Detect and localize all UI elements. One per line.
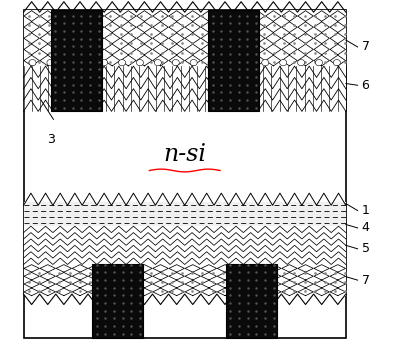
Text: n-si: n-si [163,143,206,166]
Bar [24,226,346,264]
Circle shape [101,60,108,66]
Circle shape [226,60,233,66]
Bar [24,66,346,111]
Bar [208,10,259,111]
Text: 5: 5 [362,242,369,255]
Circle shape [119,60,126,66]
Circle shape [280,60,287,66]
Circle shape [244,60,251,66]
Circle shape [298,60,305,66]
Text: 1: 1 [362,204,369,217]
Circle shape [262,60,269,66]
Bar [24,202,346,226]
Bar [24,10,346,338]
Bar [92,264,143,338]
Circle shape [316,60,323,66]
Circle shape [29,60,36,66]
Bar [24,264,346,296]
Text: 7: 7 [362,274,369,287]
Text: 3: 3 [47,133,55,146]
Circle shape [65,60,72,66]
Circle shape [47,60,54,66]
Bar [226,264,277,338]
Bar [51,10,102,111]
Circle shape [154,60,162,66]
Text: 7: 7 [362,40,369,54]
Circle shape [83,60,90,66]
Bar [24,10,346,66]
Circle shape [136,60,143,66]
Circle shape [208,60,215,66]
Text: 6: 6 [362,79,369,92]
Circle shape [333,60,340,66]
Text: 4: 4 [362,221,369,235]
Circle shape [172,60,179,66]
Circle shape [190,60,197,66]
